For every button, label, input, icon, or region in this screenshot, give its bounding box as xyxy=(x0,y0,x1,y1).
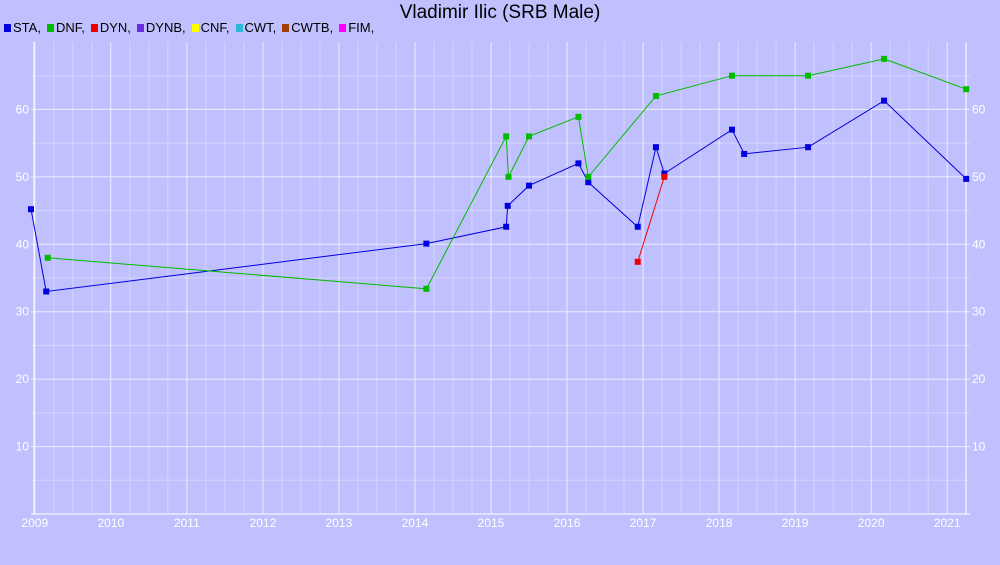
legend-item: DYN, xyxy=(90,20,131,35)
legend: STA, DNF, DYN, DYNB, CNF, CWT, CWTB, FIM, xyxy=(4,20,380,35)
data-point-dnf xyxy=(585,173,592,180)
legend-label: DNF, xyxy=(55,20,85,35)
data-point-sta xyxy=(805,144,812,151)
y-tick-label-left: 10 xyxy=(16,440,30,454)
data-point-dnf xyxy=(575,113,582,120)
data-point-dnf xyxy=(805,72,812,79)
x-tick-label: 2012 xyxy=(250,516,277,530)
data-point-dnf xyxy=(526,133,533,140)
legend-swatch xyxy=(90,24,98,32)
data-point-dyn xyxy=(634,258,641,265)
y-tick-label-left: 40 xyxy=(16,237,30,251)
y-tick-label-right: 50 xyxy=(972,170,986,184)
data-point-dnf xyxy=(729,72,736,79)
data-point-sta xyxy=(741,150,748,157)
data-point-dnf xyxy=(423,285,430,292)
data-point-dnf xyxy=(503,133,510,140)
legend-item: CNF, xyxy=(191,20,230,35)
y-tick-label-left: 30 xyxy=(16,305,30,319)
legend-swatch xyxy=(4,24,11,32)
x-tick-label: 2011 xyxy=(174,516,200,530)
y-tick-label-right: 60 xyxy=(972,102,986,116)
legend-label: CWT, xyxy=(244,20,277,35)
y-tick-label-right: 10 xyxy=(972,440,986,454)
legend-label: STA, xyxy=(13,20,41,35)
legend-label: FIM, xyxy=(348,20,375,35)
x-tick-label: 2009 xyxy=(21,516,48,530)
data-point-dyn xyxy=(661,173,668,180)
legend-item: FIM, xyxy=(339,20,374,35)
legend-swatch xyxy=(46,24,54,32)
data-point-sta xyxy=(963,175,970,182)
legend-item: CWTB, xyxy=(282,20,333,35)
x-tick-label: 2014 xyxy=(402,516,429,530)
data-point-dnf xyxy=(505,173,512,180)
legend-swatch xyxy=(136,24,144,32)
legend-swatch xyxy=(235,24,243,32)
x-tick-label: 2015 xyxy=(478,516,505,530)
legend-item: CWT, xyxy=(235,20,277,35)
legend-label: DYN, xyxy=(99,20,131,35)
data-point-sta xyxy=(729,126,736,133)
data-point-sta xyxy=(526,182,533,189)
legend-item: STA, xyxy=(4,20,41,35)
data-point-sta xyxy=(28,206,34,213)
y-tick-label-right: 40 xyxy=(972,237,986,251)
legend-item: DNF, xyxy=(46,20,85,35)
y-tick-label-right: 30 xyxy=(972,305,986,319)
x-tick-label: 2017 xyxy=(630,516,657,530)
data-point-sta xyxy=(503,223,510,230)
data-point-sta xyxy=(423,240,430,247)
data-point-sta xyxy=(881,97,888,104)
y-tick-label-left: 60 xyxy=(16,102,30,116)
legend-item: DYNB, xyxy=(136,20,186,35)
legend-swatch xyxy=(339,24,347,32)
x-tick-label: 2018 xyxy=(706,516,733,530)
series-line-dyn xyxy=(637,176,665,262)
legend-label: CNF, xyxy=(200,20,230,35)
x-tick-label: 2016 xyxy=(554,516,581,530)
x-tick-label: 2020 xyxy=(858,516,885,530)
series-line-sta xyxy=(30,100,967,293)
legend-swatch xyxy=(191,24,199,32)
x-tick-label: 2010 xyxy=(97,516,124,530)
series-line-dnf xyxy=(47,58,967,290)
data-point-sta xyxy=(504,202,511,209)
data-point-sta xyxy=(652,144,659,151)
chart-title: Vladimir Ilic (SRB Male) xyxy=(399,2,601,23)
data-point-dnf xyxy=(881,55,888,62)
legend-label: CWTB, xyxy=(291,20,334,35)
data-point-dnf xyxy=(963,86,970,93)
x-tick-label: 2013 xyxy=(326,516,353,530)
data-point-dnf xyxy=(44,254,51,261)
data-point-sta xyxy=(634,223,641,230)
data-point-sta xyxy=(43,288,50,295)
data-point-dnf xyxy=(652,92,659,99)
y-tick-label-left: 50 xyxy=(16,170,30,184)
data-point-sta xyxy=(661,170,668,177)
y-tick-label-right: 20 xyxy=(972,372,986,386)
x-tick-label: 2019 xyxy=(782,516,809,530)
y-tick-label-left: 20 xyxy=(16,372,30,386)
x-tick-label: 2021 xyxy=(934,516,961,530)
legend-swatch xyxy=(282,24,290,32)
legend-label: DYNB, xyxy=(145,20,186,35)
data-point-sta xyxy=(585,179,592,186)
data-point-sta xyxy=(575,160,582,167)
